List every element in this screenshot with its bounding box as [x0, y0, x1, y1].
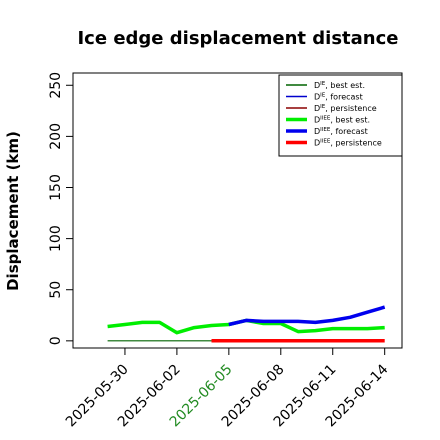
series-line: [107, 318, 385, 335]
y-tick-label: 150: [48, 174, 64, 201]
legend-entry: DIIEE, persistence: [314, 139, 382, 148]
y-tick-label: 100: [48, 225, 64, 252]
x-axis: 2025-05-302025-06-022025-06-052025-06-08…: [63, 348, 392, 430]
legend: DIE, best est. DIE, forecast DIE, persiste…: [278, 74, 403, 157]
legend-entry: DIIEE, forecast: [314, 127, 368, 136]
chart-title: Ice edge displacement distance: [77, 28, 398, 49]
legend-entry: DIE, persistence: [314, 104, 377, 113]
legend-box: [278, 74, 403, 157]
y-tick-label: 250: [48, 72, 64, 99]
y-axis-label: Displacement (km): [4, 131, 22, 291]
y-tick-label: 200: [48, 123, 64, 150]
legend-entry: DIIEE, best est.: [314, 116, 370, 125]
series-group: [107, 305, 386, 343]
series-line: [228, 305, 386, 327]
plot-area: [72, 72, 403, 349]
legend-entry: DIE, best est.: [314, 81, 365, 90]
legend-entry: DIE, forecast: [314, 93, 363, 102]
y-tick-label: 50: [48, 281, 64, 299]
y-tick-label: 0: [48, 336, 64, 345]
y-axis: 0 50 100 150 200 250: [48, 72, 73, 345]
